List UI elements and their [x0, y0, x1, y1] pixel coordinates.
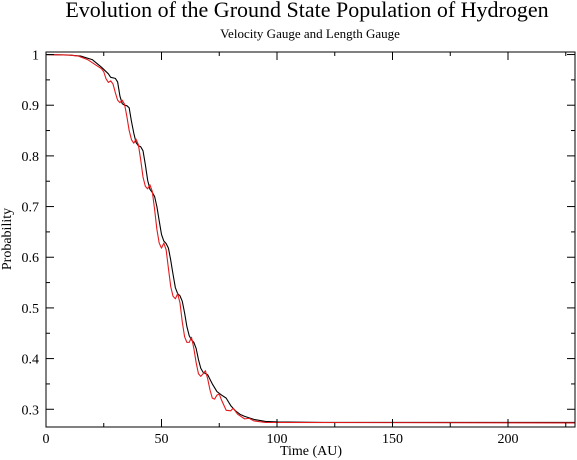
series-layer [46, 53, 575, 424]
series-line-2 [46, 53, 575, 424]
y-tick-label: 0.7 [22, 201, 40, 216]
x-tick-label: 200 [498, 432, 519, 447]
x-tick-label: 100 [267, 432, 288, 447]
chart-title: Evolution of the Ground State Population… [65, 0, 548, 22]
x-tick-label: 150 [382, 432, 403, 447]
plot-frame [45, 51, 576, 428]
x-tick-label: 50 [155, 432, 169, 447]
axes: 0 50 100 150 200 0.3 0.4 0.5 0.6 0.7 0.8 0.9 1 [22, 49, 576, 447]
y-axis-label: Probability [0, 208, 15, 270]
y-tick-label: 0.9 [22, 99, 40, 114]
y-tick-label: 0.3 [22, 403, 40, 418]
y-tick-label: 1 [32, 49, 39, 64]
chart-subtitle: Velocity Gauge and Length Gauge [220, 26, 400, 41]
series-line-1 [46, 53, 575, 423]
y-tick-label: 0.8 [22, 150, 40, 165]
y-tick-label: 0.5 [22, 302, 40, 317]
y-tick-label: 0.4 [22, 353, 40, 368]
x-tick-label: 0 [43, 432, 50, 447]
y-tick-label: 0.6 [22, 251, 40, 266]
x-axis-label: Time (AU) [280, 444, 342, 459]
